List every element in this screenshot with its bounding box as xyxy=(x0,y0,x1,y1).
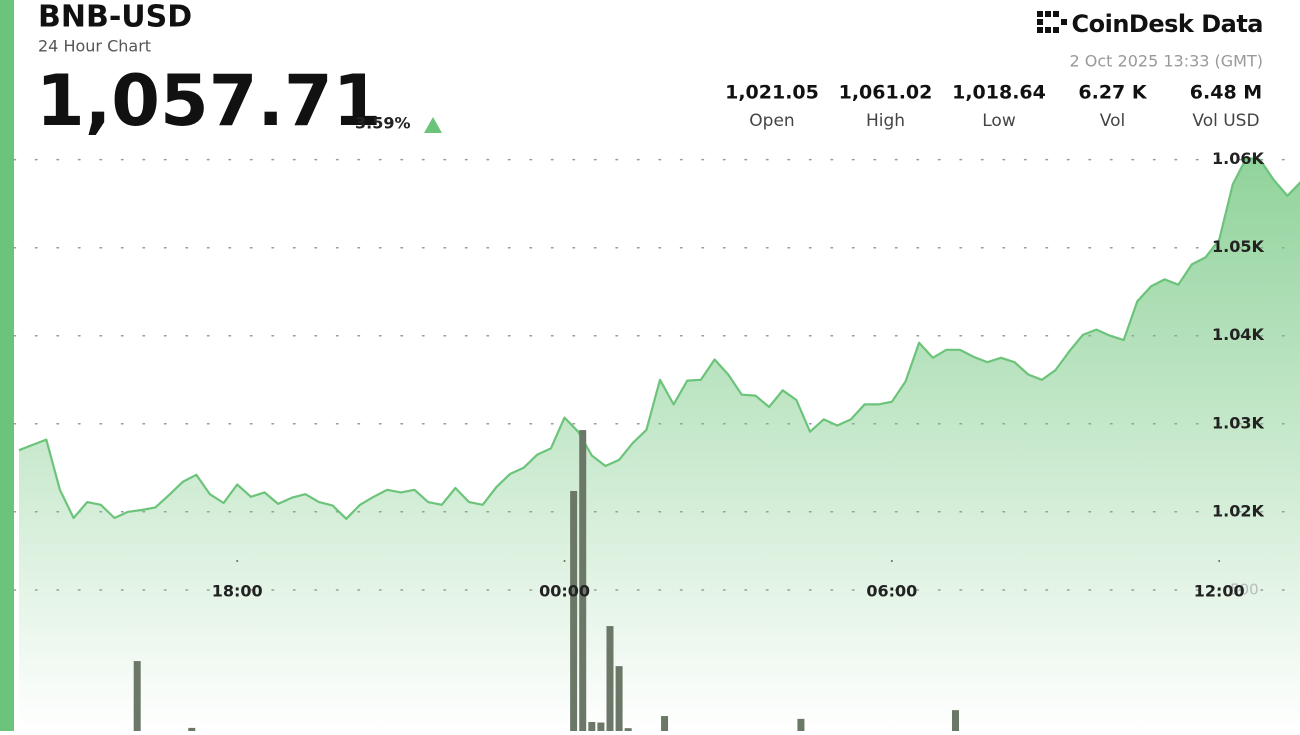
volume-bar xyxy=(133,661,141,731)
volume-bar xyxy=(606,626,614,731)
stat-label: Open xyxy=(749,111,794,131)
accent-bar xyxy=(0,0,14,731)
stat-label: High xyxy=(866,111,905,131)
stat-label: Low xyxy=(982,111,1016,131)
x-tick-label: 18:00 xyxy=(212,582,263,601)
x-tick xyxy=(890,560,893,562)
x-tick xyxy=(1218,560,1221,562)
volume-bar xyxy=(188,727,196,731)
title: BNB-USD xyxy=(38,0,192,35)
y-tick-label: 1.03K xyxy=(1212,413,1264,432)
volume-bar xyxy=(588,721,596,731)
volume-bar xyxy=(797,718,805,731)
volume-bar xyxy=(615,666,623,731)
subtitle: 24 Hour Chart xyxy=(38,37,151,56)
x-tick xyxy=(563,560,566,562)
volume-bar xyxy=(951,710,959,731)
stat-value: 6.48 M xyxy=(1190,82,1262,104)
change: 3.59% xyxy=(355,114,411,133)
volume-bar xyxy=(579,430,587,731)
x-tick-label: 06:00 xyxy=(866,582,917,601)
volume-bar xyxy=(597,722,605,731)
y-tick-label: 1.02K xyxy=(1212,501,1264,520)
stat-value: 1,021.05 xyxy=(725,82,819,104)
stat-label: Vol USD xyxy=(1192,111,1259,131)
x-tick-label: 12:00 xyxy=(1194,582,1245,601)
stat-value: 1,018.64 xyxy=(952,82,1046,104)
timestamp: 2 Oct 2025 13:33 (GMT) xyxy=(1070,52,1263,71)
x-tick-label: 00:00 xyxy=(539,582,590,601)
area-fill xyxy=(19,157,1300,731)
up-arrow xyxy=(424,117,442,133)
y2-tick-label: 500 xyxy=(1230,580,1259,598)
price: 1,057.71 xyxy=(36,60,381,142)
price-line xyxy=(18,156,1300,520)
brand: CoinDesk Data xyxy=(1072,10,1264,38)
stat-value: 6.27 K xyxy=(1078,82,1147,104)
brand-icon xyxy=(1037,11,1067,33)
stat-value: 1,061.02 xyxy=(839,82,933,104)
x-tick xyxy=(236,560,239,562)
volume-bar xyxy=(661,716,669,731)
volume-bar xyxy=(570,490,578,731)
volume-bar xyxy=(624,728,632,731)
stat-label: Vol xyxy=(1100,111,1125,131)
y-tick-label: 1.06K xyxy=(1212,149,1264,168)
y-tick-label: 1.05K xyxy=(1212,237,1264,256)
y-tick-label: 1.04K xyxy=(1212,325,1264,344)
